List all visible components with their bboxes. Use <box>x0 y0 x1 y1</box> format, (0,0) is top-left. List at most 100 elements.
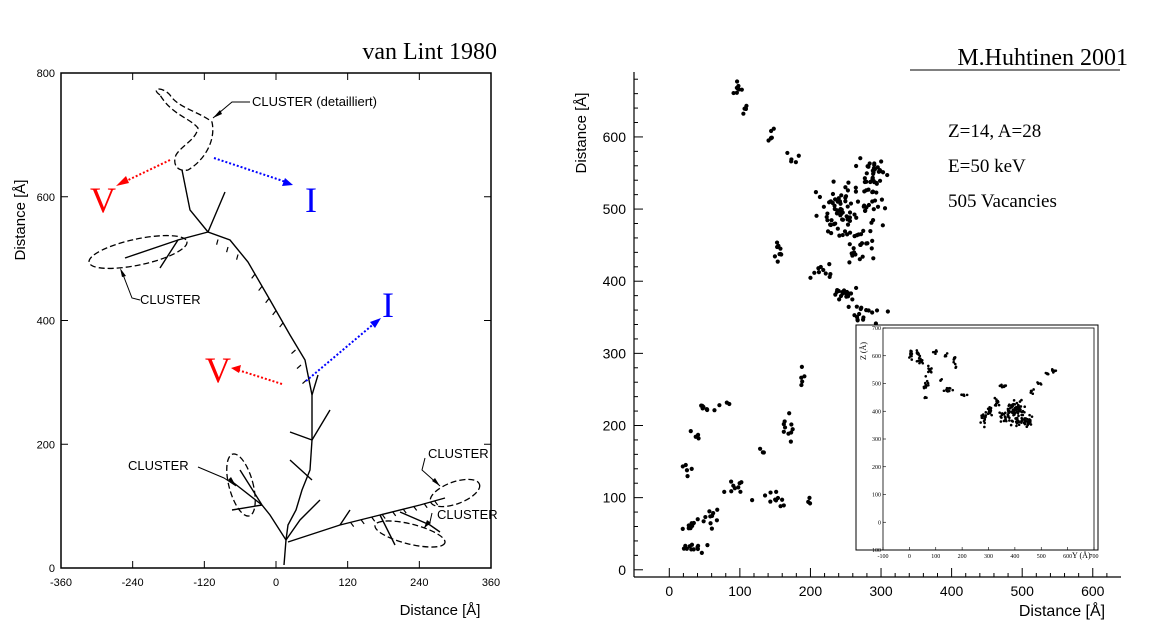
scatter-point <box>772 254 778 259</box>
inset-point <box>1017 414 1020 418</box>
scatter-point <box>774 489 779 494</box>
branch-barb <box>226 246 229 253</box>
scatter-point <box>711 511 716 516</box>
inset-ytick-label: 400 <box>872 409 881 415</box>
cluster-lower-left-outline <box>226 453 256 517</box>
inset-point <box>927 364 930 368</box>
scatter-point <box>828 199 833 204</box>
v-arrow-mid <box>237 369 283 385</box>
inset-point <box>1004 418 1007 421</box>
inset-point <box>942 389 946 393</box>
branch-barb <box>381 513 386 519</box>
scatter-point <box>689 466 694 471</box>
left-ytick-label: 0 <box>49 563 55 575</box>
inset-point <box>989 409 993 412</box>
scatter-point <box>870 189 876 194</box>
scatter-point <box>782 425 788 430</box>
inset-point <box>1020 420 1023 423</box>
label-cluster-3: CLUSTER <box>428 446 489 461</box>
scatter-point <box>685 474 690 479</box>
scatter-point <box>684 468 690 473</box>
branch-barb <box>272 310 277 316</box>
scatter-point <box>882 206 888 211</box>
scatter-point <box>712 408 717 413</box>
scatter-point <box>846 215 851 220</box>
scatter-point <box>858 306 863 312</box>
inset-point <box>1020 413 1023 417</box>
scatter-point <box>837 233 842 238</box>
inset-point <box>1039 382 1042 385</box>
scatter-point <box>861 315 866 320</box>
scatter-point <box>864 179 869 184</box>
inset-point <box>981 414 984 417</box>
inset-ytick-label: 500 <box>872 382 881 388</box>
scatter-point <box>838 213 843 218</box>
scatter-point <box>827 262 832 267</box>
scatter-point <box>739 87 744 92</box>
scatter-point <box>787 411 792 416</box>
inset-point <box>934 352 937 356</box>
inset-xtick-label: 700 <box>1090 554 1099 560</box>
scatter-point <box>840 217 845 222</box>
scatter-point <box>727 401 732 407</box>
inset-point <box>997 403 1001 407</box>
inset-point <box>1008 419 1011 422</box>
tree-ticks <box>216 239 439 527</box>
scatter-point <box>762 493 768 498</box>
scatter-point <box>818 264 823 270</box>
scatter-point <box>823 271 828 276</box>
scatter-point <box>879 159 884 164</box>
scatter-point <box>861 228 866 233</box>
inset-point <box>999 415 1002 418</box>
left-xtick-label: 0 <box>273 577 279 589</box>
scatter-point <box>736 485 741 490</box>
scatter-point <box>817 194 823 200</box>
right-xlabel: Distance [Å] <box>1019 601 1105 620</box>
inset-point <box>930 367 933 370</box>
inset-ytick-label: 200 <box>872 465 881 471</box>
scatter-point <box>775 244 780 250</box>
left-ytick-label: 800 <box>37 68 55 80</box>
scatter-point <box>793 160 798 165</box>
inset-point <box>929 370 933 373</box>
inset-point <box>921 361 925 365</box>
inset-point <box>1009 423 1013 427</box>
inset-point <box>1015 401 1019 405</box>
left-ytick-label: 400 <box>37 316 55 328</box>
v-label-mid: V <box>205 350 231 390</box>
scatter-point <box>848 291 854 296</box>
scatter-point <box>741 111 746 116</box>
inset-point <box>952 358 956 361</box>
scatter-point <box>871 256 876 261</box>
scatter-point <box>779 252 784 257</box>
inset-point <box>1028 413 1031 417</box>
scatter-point <box>691 520 696 526</box>
scatter-point <box>824 214 829 220</box>
cluster-labels: CLUSTER (detailliert) CLUSTER CLUSTER CL… <box>120 94 498 529</box>
inset-point <box>1017 405 1021 409</box>
inset-point <box>1016 418 1019 422</box>
inset-point <box>915 359 919 363</box>
inset-point <box>965 393 969 397</box>
scatter-point <box>885 172 890 178</box>
i-label-top: I <box>305 180 317 220</box>
scatter-point <box>688 429 693 434</box>
inset-point <box>1007 404 1011 408</box>
right-ylabel: Distance [Å] <box>573 93 590 174</box>
scatter-point <box>729 479 734 484</box>
scatter-point <box>874 181 879 186</box>
scatter-point <box>869 246 874 251</box>
inset-point <box>924 374 928 378</box>
scatter-point <box>864 171 869 176</box>
branch-barb <box>392 511 397 517</box>
scatter-point <box>808 275 813 280</box>
inset-point <box>931 350 935 354</box>
info-energy: E=50 keV <box>948 156 1026 177</box>
right-xtick-label: 200 <box>799 583 823 599</box>
v-label-top: V <box>90 180 116 220</box>
scatter-point <box>731 483 736 488</box>
inset-point <box>1013 411 1017 415</box>
inset-point <box>944 354 948 358</box>
inset-point <box>1029 389 1033 393</box>
scatter-point <box>868 228 873 234</box>
